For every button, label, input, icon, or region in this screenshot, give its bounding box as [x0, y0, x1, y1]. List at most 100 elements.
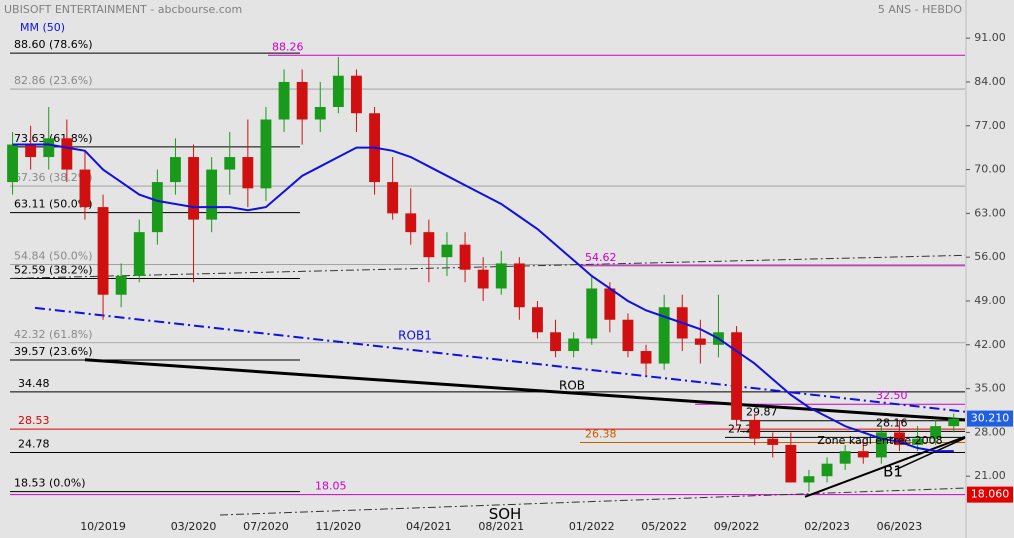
x-tick-label: 06/2023 — [877, 520, 923, 533]
candle-body — [332, 75, 344, 107]
trend-line — [84, 358, 966, 422]
candle-body — [912, 438, 923, 445]
candle-body — [459, 244, 471, 270]
candle-body — [133, 232, 145, 276]
level-label: 28.16 — [876, 416, 908, 429]
level-label: 42.32 (61.8%) — [14, 328, 93, 341]
level-label: 32.50 — [876, 389, 908, 402]
annotation: B1 — [883, 462, 903, 480]
candle-body — [61, 138, 73, 170]
y-tick-label: 49.00 — [974, 294, 1006, 307]
candle-body — [857, 451, 869, 458]
candle-body — [948, 418, 960, 427]
candle-body — [79, 169, 91, 208]
level-label: 34.48 — [18, 377, 50, 390]
price-tag — [967, 486, 1013, 503]
level-label: 28.53 — [18, 414, 50, 427]
candle-body — [224, 157, 236, 170]
level-label: 82.86 (23.6%) — [14, 74, 93, 87]
candle-body — [151, 182, 163, 233]
candle-body — [260, 119, 272, 189]
candle-body — [242, 157, 254, 189]
candle-body — [296, 81, 308, 120]
candle-body — [43, 138, 55, 158]
level-label: 18.53 (0.0%) — [14, 477, 86, 490]
candle-body — [568, 338, 580, 352]
level-label: 39.57 (23.6%) — [14, 345, 93, 358]
y-tick-label: 77.00 — [974, 119, 1006, 132]
candle-body — [513, 263, 525, 308]
candle-body — [749, 419, 761, 439]
candle-body — [767, 438, 779, 445]
level-label: 18.05 — [315, 480, 347, 493]
trend-line — [34, 306, 966, 413]
candle-body — [25, 144, 37, 158]
annotation: SOH — [489, 505, 522, 523]
candle-body — [206, 169, 218, 220]
candle-body — [821, 463, 833, 477]
candle-body — [314, 106, 326, 120]
x-tick-label: 10/2019 — [80, 520, 126, 533]
annotation: ROB — [559, 379, 585, 393]
moving-average — [12, 143, 954, 453]
candle-body — [495, 263, 507, 289]
level-label: 54.62 — [585, 251, 617, 264]
x-tick-label: 03/2020 — [171, 520, 217, 533]
y-tick-label: 42.00 — [974, 338, 1006, 351]
level-label: 54.84 (50.0%) — [14, 249, 93, 262]
legend-ma: MM (50) — [20, 21, 65, 34]
candle-body — [188, 157, 199, 220]
candle-body — [694, 338, 706, 345]
candle-body — [785, 444, 797, 483]
y-tick-label: 35.00 — [974, 382, 1006, 395]
candle-body — [532, 307, 543, 333]
level-label: 52.59 (38.2%) — [14, 264, 93, 277]
x-tick-label: 01/2022 — [569, 520, 615, 533]
chart-subtitle: 5 ANS - HEBDO — [878, 3, 962, 16]
annotation: Zone kagi entrée 2008 — [817, 434, 942, 447]
candle-body — [477, 269, 489, 289]
trend-line — [894, 437, 966, 471]
candle-body — [387, 182, 399, 214]
level-label: 67.36 (38.2%) — [14, 171, 93, 184]
y-tick-label: 21.00 — [974, 469, 1006, 482]
candle-body — [731, 332, 742, 420]
level-label: 63.11 (50.0%) — [14, 198, 93, 211]
y-tick-label: 70.00 — [974, 163, 1006, 176]
y-tick-label: 56.00 — [974, 250, 1006, 263]
level-label: 29.87 — [746, 406, 778, 419]
x-tick-label: 02/2023 — [804, 520, 850, 533]
candle-body — [930, 426, 942, 439]
price-tag-label: 30.210 — [971, 412, 1010, 425]
candle-body — [586, 288, 598, 339]
level-label: 88.26 — [272, 40, 304, 53]
x-tick-label: 11/2020 — [315, 520, 361, 533]
candle-body — [839, 451, 851, 464]
candle-body — [423, 232, 435, 258]
candle-body — [405, 213, 417, 233]
trend-line — [9, 254, 966, 279]
candle-body — [803, 476, 815, 483]
candle-body — [351, 75, 362, 114]
candle-body — [278, 81, 290, 120]
chart-title: UBISOFT ENTERTAINMENT - abcbourse.com — [4, 3, 242, 16]
x-tick-label: 09/2022 — [714, 520, 760, 533]
x-tick-label: 05/2022 — [641, 520, 687, 533]
candle-body — [115, 275, 127, 295]
x-tick-label: 08/2021 — [478, 520, 524, 533]
candle-body — [97, 207, 109, 295]
price-tag-label: 18.060 — [971, 488, 1010, 501]
candle-body — [640, 351, 652, 364]
level-label: 88.60 (78.6%) — [14, 38, 93, 51]
candle-body — [170, 157, 181, 183]
candle-body — [622, 319, 634, 352]
y-tick-label: 63.00 — [974, 206, 1006, 219]
candle-body — [441, 244, 453, 258]
trend-line — [804, 435, 966, 498]
y-tick-label: 28.00 — [974, 425, 1006, 438]
x-tick-label: 04/2021 — [406, 520, 452, 533]
candle-body — [894, 432, 905, 445]
level-label: 26.38 — [585, 428, 617, 441]
